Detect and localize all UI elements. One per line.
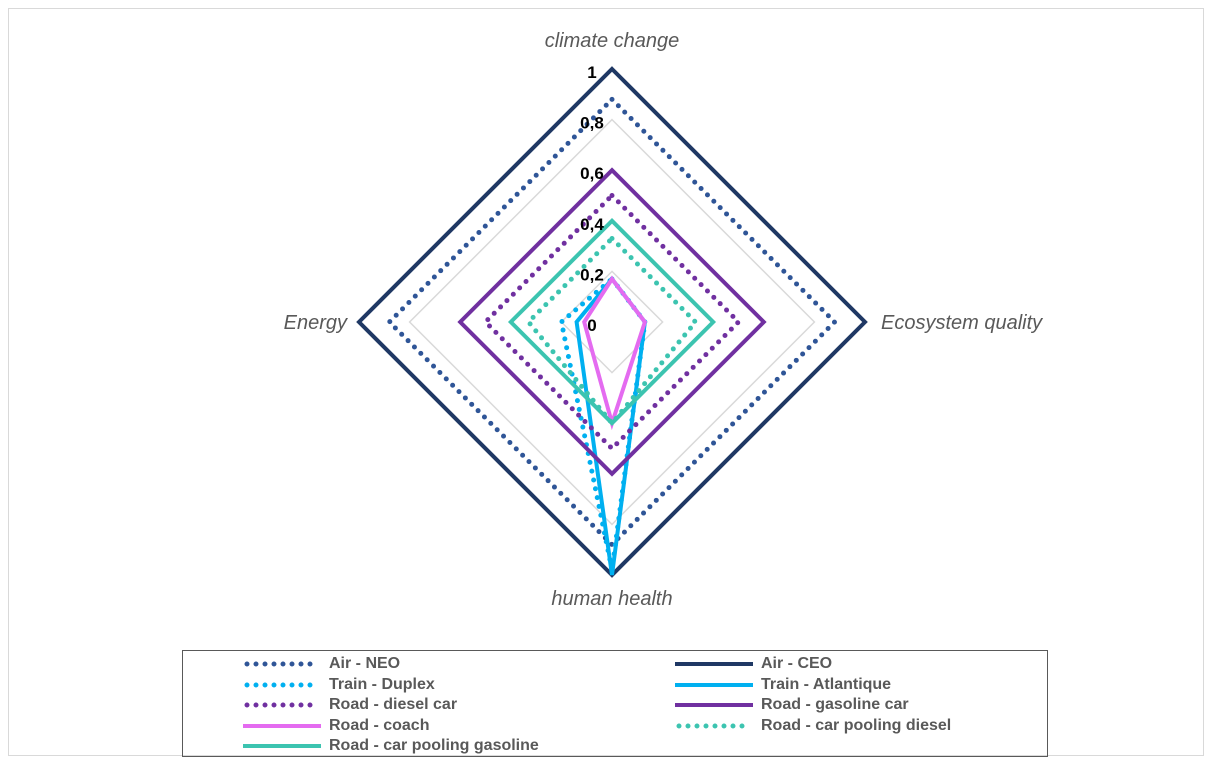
grid-ring	[357, 67, 867, 577]
legend-swatch	[244, 682, 320, 687]
tick-label: 0,2	[580, 265, 604, 284]
legend-label: Road - diesel car	[329, 696, 458, 713]
radar-chart: 0 0,2 0,4 0,6 0,8 1 climate change Ecosystem q…	[284, 30, 1044, 610]
axis-title: human health	[551, 588, 672, 610]
legend-swatch	[675, 703, 753, 707]
tick-label: 1	[587, 63, 596, 82]
legend-label: Road - gasoline car	[761, 696, 909, 713]
legend-item: Road - car pooling gasoline	[243, 735, 539, 757]
series-road-diesel-car	[481, 191, 743, 453]
legend-swatch	[676, 723, 752, 728]
legend-label: Air - CEO	[761, 655, 833, 672]
legend-label: Train - Atlantique	[761, 675, 892, 693]
legend-item: Road - car pooling diesel	[675, 715, 951, 737]
legend-label: Road - car pooling diesel	[761, 716, 952, 734]
grid-ring	[408, 118, 816, 526]
legend-label: Train - Duplex	[329, 675, 435, 693]
legend-item: Road - diesel car	[243, 694, 457, 716]
legend-item: Train - Atlantique	[675, 674, 891, 696]
radar-series	[356, 66, 868, 578]
legend-swatch	[675, 662, 753, 666]
legend-swatch	[244, 702, 320, 708]
legend-swatch	[243, 744, 321, 748]
legend-item: Road - coach	[243, 715, 429, 737]
series-air-ceo	[356, 66, 868, 578]
legend-item: Train - Duplex	[243, 674, 435, 696]
tick-label: 0,4	[580, 215, 604, 234]
legend-label: Road - coach	[329, 716, 430, 734]
legend-label: Road - car pooling gasoline	[329, 737, 539, 754]
axis-title: climate change	[545, 30, 680, 52]
tick-label: 0	[587, 316, 596, 335]
legend-item: Air - CEO	[675, 653, 832, 675]
chart-area	[8, 8, 1204, 756]
legend-swatch	[243, 723, 321, 728]
legend-label: Air - NEO	[329, 655, 401, 672]
axis-title: Energy	[284, 312, 348, 334]
legend-item: Air - NEO	[243, 653, 400, 675]
radar-tick-labels: 0 0,2 0,4 0,6 0,8 1	[580, 63, 604, 335]
series-road-car-pooling-gasoline	[507, 217, 717, 427]
tick-label: 0,8	[580, 114, 604, 133]
grid-ring	[560, 270, 664, 374]
radar-grid	[357, 67, 867, 577]
series-road-car-pooling-diesel	[525, 234, 699, 428]
grid-ring	[509, 219, 715, 425]
tick-label: 0,6	[580, 164, 604, 183]
legend-swatch	[675, 682, 753, 687]
legend: Air - NEO Air - CEO Train - Duplex Train - …	[182, 650, 1048, 757]
series-road-gasoline-car	[457, 167, 767, 477]
legend-item: Road - gasoline car	[675, 694, 909, 716]
legend-swatch	[244, 661, 320, 667]
radar-axis-titles: climate change Ecosystem quality human hea…	[284, 30, 1044, 610]
axis-title: Ecosystem quality	[881, 312, 1043, 334]
series-air-neo	[385, 95, 839, 549]
